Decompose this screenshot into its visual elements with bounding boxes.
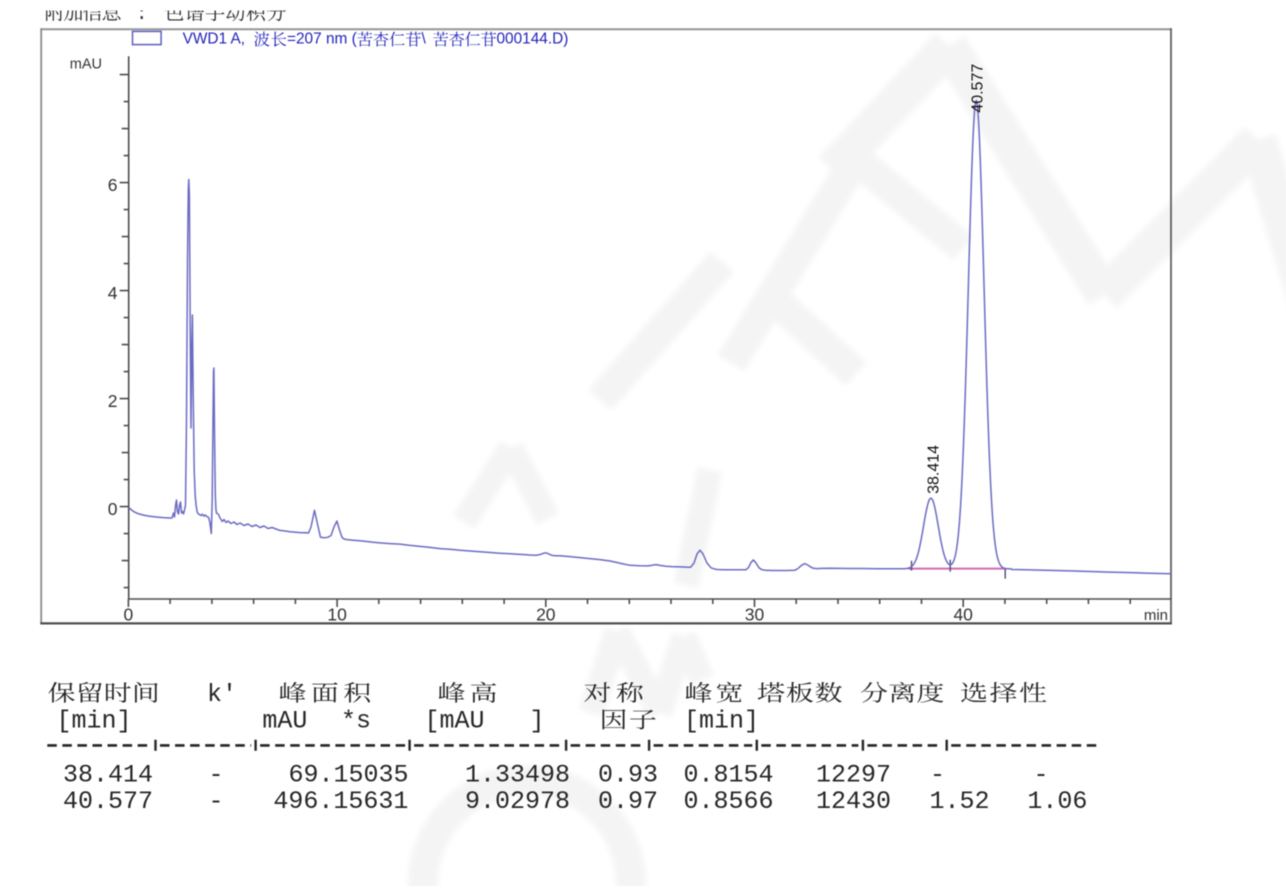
svg-text:496.15631: 496.15631 — [273, 787, 408, 816]
svg-text:0.97: 0.97 — [598, 787, 658, 816]
svg-text:38.414: 38.414 — [63, 760, 153, 789]
svg-text:20: 20 — [536, 605, 556, 625]
svg-text:12430: 12430 — [816, 787, 891, 816]
svg-text::: : — [136, 3, 147, 25]
svg-text:0.8154: 0.8154 — [684, 760, 774, 789]
svg-text:VWD1 A,: VWD1 A, — [183, 31, 245, 48]
svg-text:9.02978: 9.02978 — [465, 787, 570, 816]
svg-text:12297: 12297 — [816, 760, 891, 789]
svg-text:000144.D): 000144.D) — [497, 31, 569, 48]
svg-text:[min]: [min] — [57, 707, 132, 736]
svg-text:0: 0 — [108, 499, 118, 519]
svg-text:1.06: 1.06 — [1027, 787, 1087, 816]
svg-text:k': k' — [207, 680, 237, 709]
svg-text:\: \ — [422, 31, 427, 48]
svg-text:min: min — [1144, 607, 1168, 624]
svg-text:0: 0 — [124, 605, 134, 625]
svg-text:0.8566: 0.8566 — [684, 787, 774, 816]
svg-text:38.414: 38.414 — [925, 445, 942, 494]
svg-text:4: 4 — [108, 283, 118, 303]
svg-text:mAU: mAU — [70, 57, 102, 73]
svg-text:1.33498: 1.33498 — [465, 760, 570, 789]
svg-text:6: 6 — [108, 175, 118, 195]
svg-text:40.577: 40.577 — [970, 64, 987, 113]
svg-text:0.93: 0.93 — [598, 760, 658, 789]
svg-text:30: 30 — [745, 605, 765, 625]
svg-text:-: - — [930, 760, 945, 789]
svg-text:2: 2 — [108, 391, 118, 411]
svg-text:40: 40 — [953, 605, 973, 625]
svg-text:=207 nm (: =207 nm ( — [287, 31, 358, 48]
svg-text:40.577: 40.577 — [63, 787, 153, 816]
svg-text:[min]: [min] — [684, 707, 759, 736]
svg-text:[mAU ]: [mAU ] — [425, 707, 545, 736]
svg-text:1.52: 1.52 — [930, 787, 990, 816]
svg-text:mAU: mAU — [262, 707, 307, 736]
svg-text:-: - — [1034, 760, 1049, 789]
svg-text:10: 10 — [327, 605, 347, 625]
svg-text:69.15035: 69.15035 — [289, 760, 409, 789]
svg-text:-: - — [209, 760, 224, 789]
svg-text:-: - — [209, 787, 224, 816]
svg-text:*s: *s — [341, 707, 371, 736]
